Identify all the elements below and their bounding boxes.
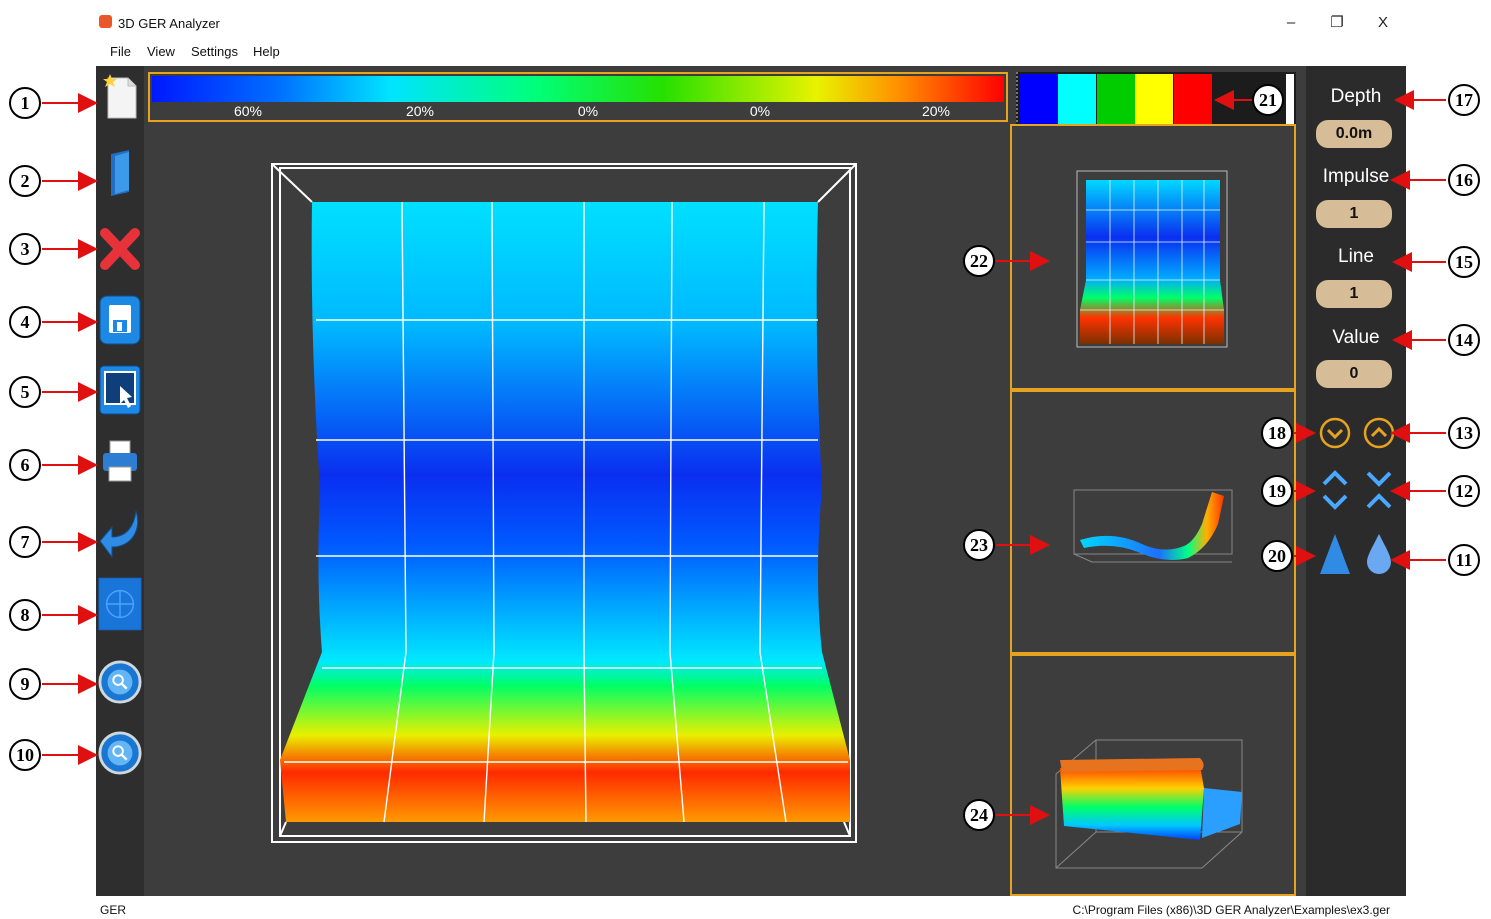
callout-4: 4	[9, 306, 41, 338]
palette-swatch[interactable]	[1020, 74, 1058, 124]
zoom-reset-button[interactable]	[98, 655, 142, 709]
value-value: 0	[1316, 360, 1392, 388]
scale-label: 0%	[749, 103, 771, 119]
palette-swatch[interactable]	[1058, 74, 1096, 124]
title-bar: 3D GER Analyzer – ❐ X	[96, 8, 1406, 38]
side-view-preview	[1073, 489, 1233, 563]
scale-label: 60%	[233, 103, 263, 119]
new-file-button[interactable]	[98, 69, 142, 123]
value-label: Value	[1332, 327, 1380, 348]
palette-swatch[interactable]	[1174, 74, 1212, 124]
callout-3: 3	[9, 233, 41, 265]
callout-2: 2	[9, 165, 41, 197]
scale-label: 0%	[577, 103, 599, 119]
callout-15: 15	[1448, 246, 1480, 278]
callout-19: 19	[1261, 475, 1293, 507]
callout-13: 13	[1448, 417, 1480, 449]
callout-21: 21	[1252, 84, 1284, 116]
callout-1: 1	[9, 87, 41, 119]
callout-6: 6	[9, 449, 41, 481]
left-toolbar	[96, 66, 144, 896]
select-area-icon	[99, 365, 141, 415]
callout-23: 23	[963, 529, 995, 561]
surface-mesh	[280, 202, 850, 822]
callout-7: 7	[9, 526, 41, 558]
open-file-button[interactable]	[98, 146, 142, 200]
callout-11: 11	[1448, 544, 1480, 576]
depth-label: Depth	[1330, 86, 1382, 107]
menu-help[interactable]: Help	[253, 44, 280, 59]
window-title: 3D GER Analyzer	[118, 16, 220, 31]
restore-button[interactable]: ❐	[1330, 14, 1344, 31]
preview-panel-middle[interactable]	[1010, 390, 1296, 654]
depth-value: 0.0m	[1316, 120, 1392, 148]
status-file-path: C:\Program Files (x86)\3D GER Analyzer\E…	[1072, 903, 1390, 917]
callout-14: 14	[1448, 324, 1480, 356]
zoom-button[interactable]	[98, 726, 142, 780]
close-button[interactable]: X	[1377, 14, 1388, 31]
perspective-view-preview	[1055, 739, 1243, 869]
collapse-button[interactable]	[1362, 468, 1396, 512]
open-file-icon	[111, 150, 129, 196]
grid-view-button[interactable]	[98, 577, 142, 631]
callout-18: 18	[1261, 417, 1293, 449]
new-file-icon	[103, 74, 137, 119]
print-button[interactable]	[98, 434, 142, 488]
callout-8: 8	[9, 599, 41, 631]
callout-9: 9	[9, 668, 41, 700]
scale-label: 20%	[405, 103, 435, 119]
palette-swatch[interactable]	[1097, 74, 1135, 124]
callout-12: 12	[1448, 475, 1480, 507]
grid-icon	[98, 577, 142, 631]
menu-view[interactable]: View	[147, 44, 175, 59]
callout-10: 10	[9, 739, 41, 771]
save-button[interactable]	[98, 293, 142, 347]
line-label: Line	[1338, 246, 1374, 267]
info-side-panel: Depth 0.0m Impulse 1 Line 1 Value 0	[1306, 66, 1406, 896]
status-bar: GER C:\Program Files (x86)\3D GER Analyz…	[96, 896, 1406, 919]
delete-button[interactable]	[98, 222, 142, 276]
callout-5: 5	[9, 376, 41, 408]
status-left: GER	[100, 903, 127, 917]
menu-settings[interactable]: Settings	[191, 44, 238, 59]
drop-button[interactable]	[1364, 532, 1394, 576]
preview-panel-bottom[interactable]	[1010, 654, 1296, 896]
palette-handle	[1016, 72, 1019, 126]
bounding-box	[271, 163, 857, 843]
save-icon	[99, 295, 141, 345]
app-logo-icon	[99, 15, 112, 28]
select-area-button[interactable]	[98, 363, 142, 417]
color-scale-bar: 60% 20% 0% 0% 20%	[148, 72, 1008, 122]
callout-16: 16	[1448, 164, 1480, 196]
color-gradient	[152, 76, 1004, 102]
pyramid-button[interactable]	[1318, 532, 1352, 576]
line-value: 1	[1316, 280, 1392, 308]
impulse-label: Impulse	[1322, 166, 1390, 187]
print-icon	[103, 440, 137, 482]
menu-bar: File View Settings Help	[96, 38, 1406, 66]
undo-icon	[99, 510, 139, 559]
callout-22: 22	[963, 245, 995, 277]
mesh-gridlines	[284, 201, 848, 823]
callout-20: 20	[1261, 540, 1293, 572]
zoom-icon	[98, 731, 142, 775]
scroll-down-button[interactable]	[1318, 416, 1352, 450]
zoom-reset-icon	[98, 660, 142, 704]
minimize-button[interactable]: –	[1286, 14, 1296, 31]
callout-17: 17	[1448, 84, 1480, 116]
scale-label: 20%	[921, 103, 951, 119]
delete-icon	[100, 228, 140, 270]
client-area: 60% 20% 0% 0% 20%	[96, 66, 1406, 896]
impulse-value: 1	[1316, 200, 1392, 228]
menu-file[interactable]: File	[110, 44, 131, 59]
palette-scrollbar[interactable]	[1286, 74, 1294, 124]
front-view-preview	[1076, 170, 1228, 348]
preview-panel-top[interactable]	[1010, 124, 1296, 390]
callout-24: 24	[963, 799, 995, 831]
expand-button[interactable]	[1318, 468, 1352, 512]
palette-swatch[interactable]	[1135, 74, 1173, 124]
undo-button[interactable]	[98, 507, 142, 561]
main-3d-view[interactable]	[266, 158, 866, 848]
